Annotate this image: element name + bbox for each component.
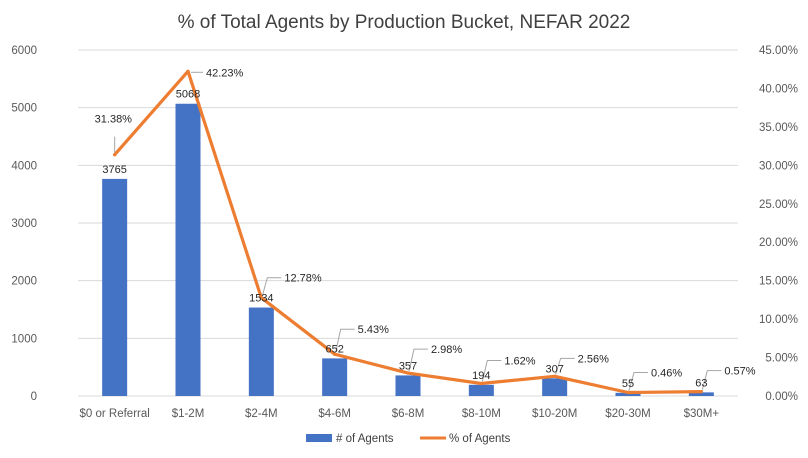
bar-data-label: 194: [472, 370, 490, 382]
bar: [248, 307, 274, 396]
leader-line: [261, 277, 282, 296]
line-data-label: 2.98%: [431, 344, 462, 356]
line-data-label: 42.23%: [206, 67, 244, 79]
y-left-tick-label: 0: [31, 391, 37, 403]
line-point: [259, 296, 263, 300]
legend-label-line: % of Agents: [449, 433, 511, 445]
line-series: [113, 69, 703, 395]
legend: # of Agents % of Agents: [306, 433, 511, 445]
y-right-tick-label: 45.00%: [759, 45, 798, 57]
bar-data-label: 5068: [176, 89, 200, 101]
x-tick-label: $0 or Referral: [80, 408, 150, 420]
line-point: [699, 390, 703, 394]
y-right-tick-label: 0.00%: [765, 391, 798, 403]
y-right-tick-label: 10.00%: [759, 314, 798, 326]
line-data-label: 5.43%: [358, 324, 389, 336]
y-right-tick-label: 15.00%: [759, 276, 798, 288]
legend-label-bars: # of Agents: [336, 433, 394, 445]
leader-line: [335, 328, 355, 353]
line-point: [553, 374, 557, 378]
y-right-tick-label: 30.00%: [759, 160, 798, 172]
x-tick-label: $8-10M: [462, 408, 501, 420]
y-right-tick-label: 40.00%: [759, 83, 798, 95]
y-right-tick-label: 35.00%: [759, 122, 798, 134]
x-tick-label: $1-2M: [172, 408, 205, 420]
bar: [615, 392, 641, 396]
y-left-tick-label: 5000: [11, 103, 37, 115]
bar: [175, 103, 201, 396]
bar: [688, 392, 714, 396]
line-data-label: 0.57%: [724, 366, 755, 378]
bar-data-label: 55: [622, 378, 634, 390]
line-point: [333, 352, 337, 356]
x-tick-label: $4-6M: [318, 408, 351, 420]
line-path: [113, 69, 703, 395]
bar-data-label: 307: [545, 363, 563, 375]
leader-line: [555, 357, 575, 375]
line-point: [406, 371, 410, 375]
y-left-tick-label: 1000: [11, 333, 37, 345]
line-data-label: 12.78%: [284, 273, 322, 285]
y-right-tick-label: 25.00%: [759, 199, 798, 211]
bar: [395, 375, 421, 396]
bar: [542, 378, 568, 396]
y-left-tick-label: 6000: [11, 45, 37, 57]
bar-series: [102, 103, 714, 396]
line-point: [479, 381, 483, 386]
bar-data-label: 1534: [249, 293, 273, 305]
bar-data-label: 3765: [102, 164, 126, 176]
line-point: [626, 390, 630, 395]
leader-line: [481, 360, 502, 382]
bar-data-label: 652: [325, 343, 343, 355]
bar-data-label: 357: [399, 360, 417, 372]
x-tick-label: $10-20M: [532, 408, 577, 420]
line-data-label: 0.46%: [651, 367, 682, 379]
y-right-tick-label: 20.00%: [759, 237, 798, 249]
bar: [468, 384, 494, 396]
leader-line: [408, 348, 428, 372]
leader-line: [701, 370, 722, 390]
bar: [322, 358, 348, 396]
x-tick-label: $20-30M: [605, 408, 650, 420]
chart-title: % of Total Agents by Production Bucket, …: [178, 12, 631, 33]
line-data-label: 2.56%: [578, 353, 609, 365]
line-point: [186, 69, 190, 73]
y-left-tick-label: 3000: [11, 218, 37, 230]
x-tick-label: $2-4M: [245, 408, 278, 420]
y-right-tick-label: 5.00%: [765, 353, 798, 365]
legend-swatch-bars: [306, 434, 332, 442]
axes: 0 1000 2000 3000 4000 5000 6000 0.00% 5.00% 10.00…: [11, 45, 798, 420]
y-left-tick-label: 2000: [11, 276, 37, 288]
data-labels: 3765 5068 1534 652 357 194 307 55 63 31.38% 42.23%…: [95, 67, 756, 390]
x-tick-label: $30M+: [684, 408, 720, 420]
y-left-tick-label: 4000: [11, 160, 37, 172]
bar-data-label: 63: [695, 377, 707, 389]
leader-line: [628, 371, 648, 391]
line-data-label: 1.62%: [504, 356, 535, 368]
line-data-label: 31.38%: [95, 114, 133, 126]
label-leader-lines: [114, 71, 722, 391]
line-point: [113, 153, 117, 157]
bar: [102, 178, 128, 396]
x-tick-label: $6-8M: [392, 408, 425, 420]
